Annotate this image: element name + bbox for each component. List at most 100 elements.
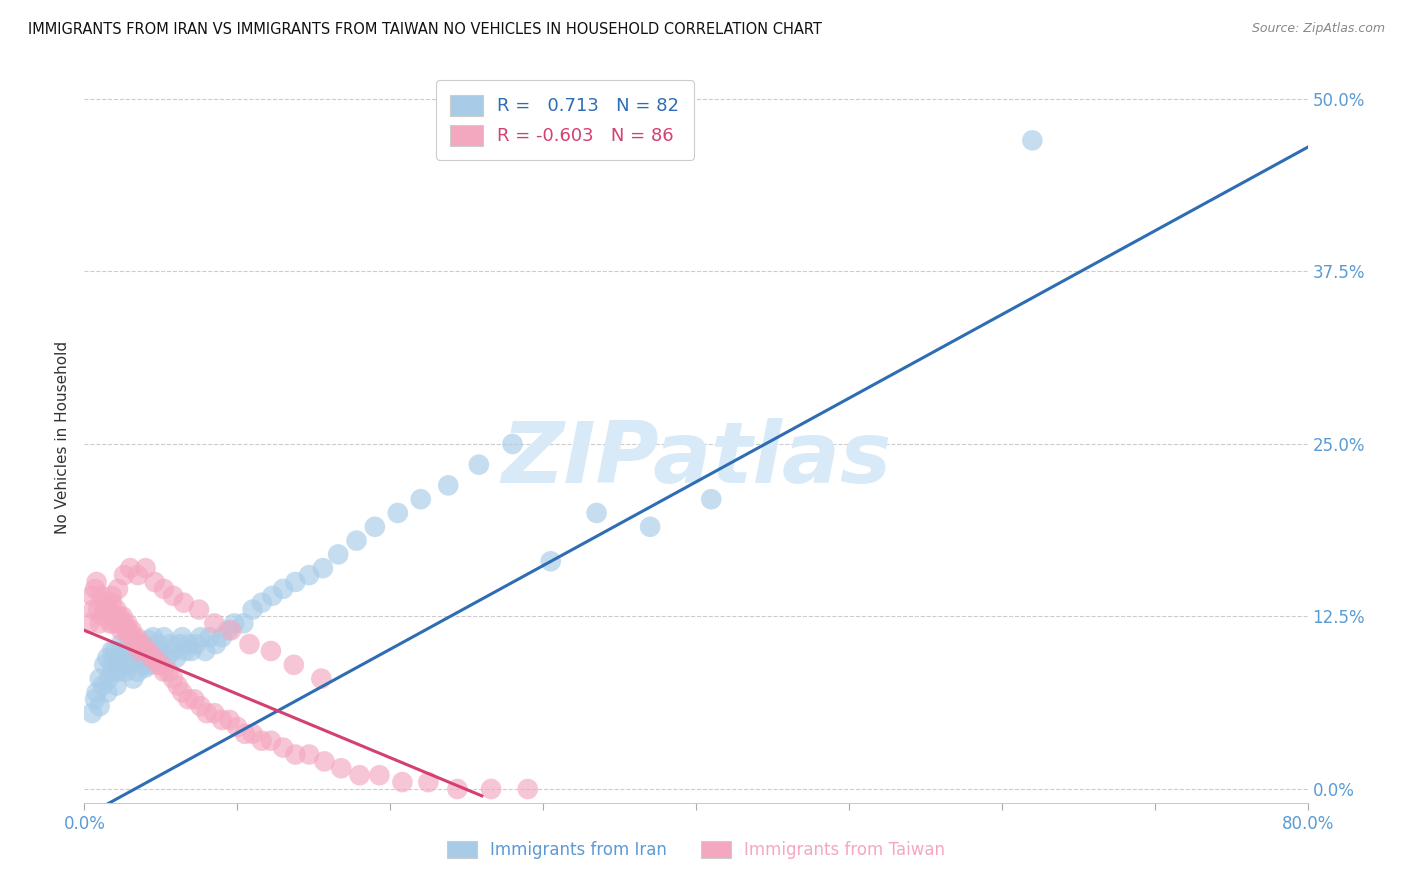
Point [172,630,194,644]
Point [131,657,153,672]
Point [87,602,110,616]
Point [177,692,200,706]
Point [202,706,225,720]
Point [180,644,202,658]
Point [312,561,335,575]
Point [153,665,176,679]
Point [84,582,107,596]
Point [585,506,607,520]
Point [96,651,118,665]
Point [174,644,197,658]
Point [110,637,132,651]
Point [166,678,188,692]
Point [250,596,273,610]
Point [638,520,661,534]
Legend: Immigrants from Iran, Immigrants from Taiwan: Immigrants from Iran, Immigrants from Ta… [439,833,953,868]
Point [96,609,118,624]
Point [298,747,321,762]
Point [93,602,115,616]
Point [91,609,114,624]
Point [128,644,150,658]
Point [108,609,131,624]
Point [177,637,200,651]
Point [115,616,138,631]
Point [111,609,134,624]
Point [205,637,228,651]
Point [330,761,353,775]
Point [232,616,254,631]
Point [298,568,321,582]
Point [135,644,157,658]
Point [125,637,148,651]
Point [122,630,145,644]
Point [86,574,108,589]
Point [97,672,120,686]
Point [188,602,211,616]
Text: IMMIGRANTS FROM IRAN VS IMMIGRANTS FROM TAIWAN NO VEHICLES IN HOUSEHOLD CORRELAT: IMMIGRANTS FROM IRAN VS IMMIGRANTS FROM … [28,22,823,37]
Point [128,651,150,665]
Point [165,651,187,665]
Point [107,616,129,631]
Point [479,782,502,797]
Point [184,637,207,651]
Point [437,478,460,492]
Point [409,492,432,507]
Point [211,713,233,727]
Point [135,561,157,575]
Text: ZIPatlas: ZIPatlas [501,417,891,500]
Point [124,651,146,665]
Point [112,644,135,658]
Point [112,568,135,582]
Point [194,644,217,658]
Point [183,692,205,706]
Point [328,548,350,562]
Point [198,630,221,644]
Point [391,775,413,789]
Point [138,632,160,647]
Point [141,644,163,658]
Point [516,782,538,797]
Point [104,609,127,624]
Point [139,657,162,672]
Point [146,657,169,672]
Point [242,602,264,616]
Point [132,644,155,658]
Point [502,437,524,451]
Point [101,589,124,603]
Y-axis label: No Vehicles in Household: No Vehicles in Household [55,341,70,533]
Point [162,589,184,603]
Point [120,561,142,575]
Point [260,644,283,658]
Point [250,733,273,747]
Point [141,651,163,665]
Point [114,665,136,679]
Point [700,492,723,507]
Point [172,685,194,699]
Point [103,665,125,679]
Point [143,651,166,665]
Point [135,660,157,674]
Point [120,630,142,644]
Point [89,672,111,686]
Point [93,657,115,672]
Point [387,506,409,520]
Point [1021,133,1043,147]
Point [233,727,256,741]
Point [89,699,111,714]
Point [83,602,105,616]
Point [77,616,100,631]
Point [162,672,184,686]
Point [125,630,148,644]
Point [149,644,172,658]
Point [167,637,190,651]
Point [89,616,111,631]
Point [217,624,239,638]
Point [153,630,176,644]
Point [105,602,128,616]
Point [271,582,294,596]
Point [97,602,120,616]
Point [219,624,242,638]
Point [149,657,172,672]
Point [284,574,307,589]
Point [146,637,169,651]
